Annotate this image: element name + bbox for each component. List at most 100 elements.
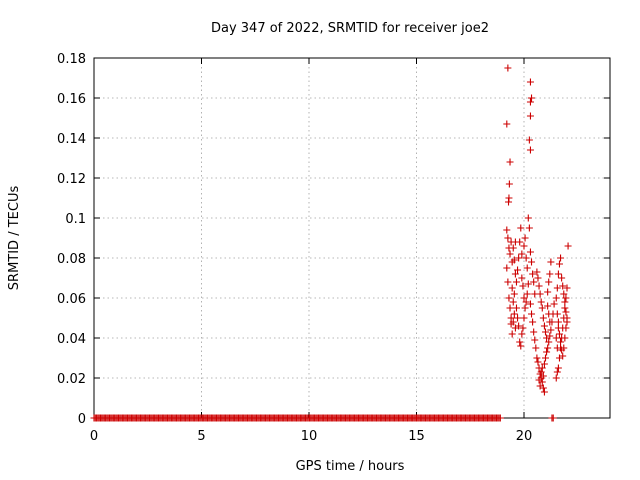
data-point	[512, 304, 520, 312]
data-point	[557, 338, 565, 346]
data-point	[535, 282, 543, 290]
data-point	[520, 314, 528, 322]
y-tick-label: 0.16	[57, 92, 86, 107]
data-points	[90, 64, 572, 422]
data-point	[559, 282, 567, 290]
data-point	[554, 318, 562, 326]
data-point	[510, 290, 518, 298]
data-point	[505, 180, 513, 188]
data-point	[514, 266, 522, 274]
data-point	[547, 326, 555, 334]
data-point	[564, 242, 572, 250]
data-point	[509, 318, 517, 326]
data-point	[533, 268, 541, 276]
data-point	[529, 270, 537, 278]
data-point	[544, 288, 552, 296]
data-point	[519, 282, 527, 290]
data-point	[546, 270, 554, 278]
y-tick-label: 0.04	[57, 332, 86, 347]
data-point	[553, 310, 561, 318]
data-point	[540, 388, 548, 396]
data-point	[519, 324, 527, 332]
data-point	[528, 258, 536, 266]
data-point	[503, 264, 511, 272]
data-point	[552, 334, 560, 342]
data-point	[536, 290, 544, 298]
data-point	[534, 274, 542, 282]
data-point	[521, 304, 529, 312]
data-point	[533, 354, 541, 362]
data-point	[523, 264, 531, 272]
data-point	[563, 314, 571, 322]
data-point	[553, 344, 561, 352]
data-point	[516, 338, 524, 346]
x-tick-label: 5	[197, 429, 205, 444]
data-point	[543, 348, 551, 356]
data-point	[561, 304, 569, 312]
data-point	[496, 414, 504, 422]
data-point	[538, 304, 546, 312]
data-point	[545, 310, 553, 318]
data-point	[531, 336, 539, 344]
data-point	[526, 78, 534, 86]
data-point	[545, 338, 553, 346]
data-point	[504, 234, 512, 242]
data-point	[534, 358, 542, 366]
data-point	[508, 330, 516, 338]
y-tick-label: 0.18	[57, 52, 86, 67]
data-point	[514, 314, 522, 322]
data-point	[552, 294, 560, 302]
data-point	[515, 254, 523, 262]
chart-title: Day 347 of 2022, SRMTID for receiver joe…	[211, 21, 489, 36]
data-point	[543, 334, 551, 342]
data-point	[528, 94, 536, 102]
data-point	[505, 194, 513, 202]
data-point	[535, 376, 543, 384]
data-point	[526, 112, 534, 120]
y-tick-label: 0.14	[57, 132, 86, 147]
y-tick-label: 0.06	[57, 292, 86, 307]
data-point	[515, 322, 523, 330]
data-point	[563, 284, 571, 292]
data-point	[521, 234, 529, 242]
data-point	[555, 260, 563, 268]
data-point	[562, 324, 570, 332]
data-point	[542, 328, 549, 336]
y-tick-label: 0	[78, 412, 86, 427]
grid-lines	[94, 58, 610, 418]
data-point	[547, 258, 555, 266]
data-point	[510, 310, 518, 318]
data-point	[511, 270, 519, 278]
data-point	[529, 318, 537, 326]
y-axis-label: SRMTID / TECUs	[7, 186, 22, 291]
x-tick-label: 15	[408, 429, 425, 444]
x-tick-label: 10	[301, 429, 318, 444]
data-point	[542, 354, 549, 362]
data-point	[540, 360, 548, 368]
data-point	[528, 310, 536, 318]
data-point	[560, 344, 568, 352]
data-point	[540, 322, 548, 330]
data-point	[510, 256, 518, 264]
data-point	[526, 98, 534, 106]
data-point	[518, 330, 526, 338]
data-point	[525, 136, 533, 144]
data-point	[561, 298, 569, 306]
data-point	[554, 270, 562, 278]
data-point	[554, 324, 562, 332]
data-point	[503, 120, 511, 128]
data-point	[523, 290, 531, 298]
y-tick-label: 0.08	[57, 252, 86, 267]
data-point	[549, 414, 557, 422]
data-point	[522, 254, 530, 262]
data-point	[507, 314, 515, 322]
data-point	[562, 308, 570, 316]
data-point	[518, 250, 526, 258]
data-point	[545, 278, 553, 286]
x-tick-label: 0	[90, 429, 98, 444]
data-point	[524, 280, 532, 288]
data-point	[526, 300, 534, 308]
data-point	[522, 298, 530, 306]
data-point	[520, 242, 528, 250]
